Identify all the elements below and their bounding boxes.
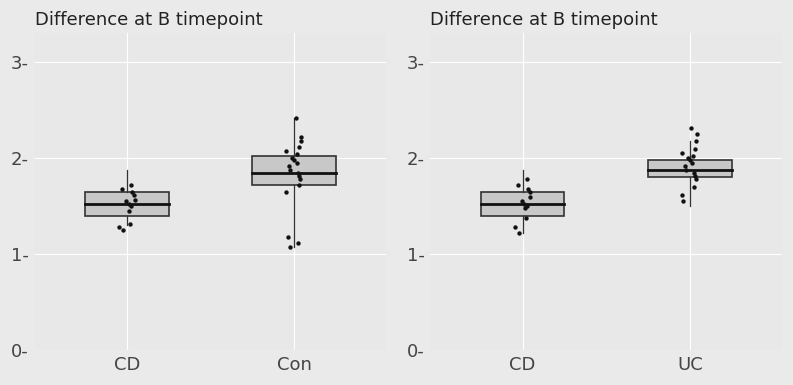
Point	[690, 138, 703, 144]
Point	[524, 194, 537, 200]
Point	[117, 227, 130, 233]
Point	[128, 192, 141, 198]
Point	[684, 157, 696, 163]
Bar	[481, 192, 565, 216]
Point	[508, 224, 521, 231]
Point	[688, 170, 700, 176]
Point	[518, 201, 531, 208]
Point	[676, 192, 688, 198]
Point	[125, 182, 138, 188]
Point	[513, 230, 526, 236]
Point	[521, 203, 534, 209]
Point	[686, 160, 699, 166]
Point	[116, 186, 128, 192]
Point	[280, 147, 293, 154]
Bar	[252, 156, 336, 185]
Point	[522, 186, 534, 192]
Bar	[85, 192, 169, 216]
Point	[128, 196, 141, 203]
Point	[280, 189, 293, 195]
Point	[680, 167, 692, 173]
Point	[685, 124, 698, 131]
Point	[113, 224, 125, 231]
Point	[292, 240, 305, 246]
Point	[676, 151, 688, 157]
Point	[293, 182, 305, 188]
Point	[124, 221, 136, 227]
Point	[282, 234, 294, 240]
Point	[687, 153, 699, 159]
Point	[126, 189, 139, 195]
Point	[519, 205, 531, 211]
Text: Difference at B timepoint: Difference at B timepoint	[35, 11, 262, 29]
Point	[688, 172, 701, 179]
Point	[524, 189, 537, 195]
Point	[291, 170, 304, 176]
Point	[521, 176, 534, 182]
Point	[681, 155, 694, 161]
Point	[689, 176, 702, 182]
Point	[515, 198, 528, 204]
Point	[283, 244, 296, 250]
Point	[123, 208, 136, 214]
Point	[294, 134, 307, 140]
Point	[122, 201, 135, 208]
Point	[125, 203, 138, 209]
Bar	[648, 160, 732, 177]
Point	[689, 146, 702, 152]
Point	[690, 131, 703, 137]
Point	[282, 163, 295, 169]
Point	[293, 144, 305, 150]
Point	[520, 215, 533, 221]
Point	[285, 155, 298, 161]
Point	[293, 172, 305, 179]
Point	[677, 198, 690, 204]
Point	[284, 167, 297, 173]
Point	[688, 184, 701, 190]
Text: Difference at B timepoint: Difference at B timepoint	[431, 11, 658, 29]
Point	[290, 160, 303, 166]
Point	[294, 138, 307, 144]
Point	[678, 163, 691, 169]
Point	[288, 157, 301, 163]
Point	[291, 151, 304, 157]
Point	[293, 176, 306, 182]
Point	[120, 198, 132, 204]
Point	[511, 182, 524, 188]
Point	[289, 115, 302, 121]
